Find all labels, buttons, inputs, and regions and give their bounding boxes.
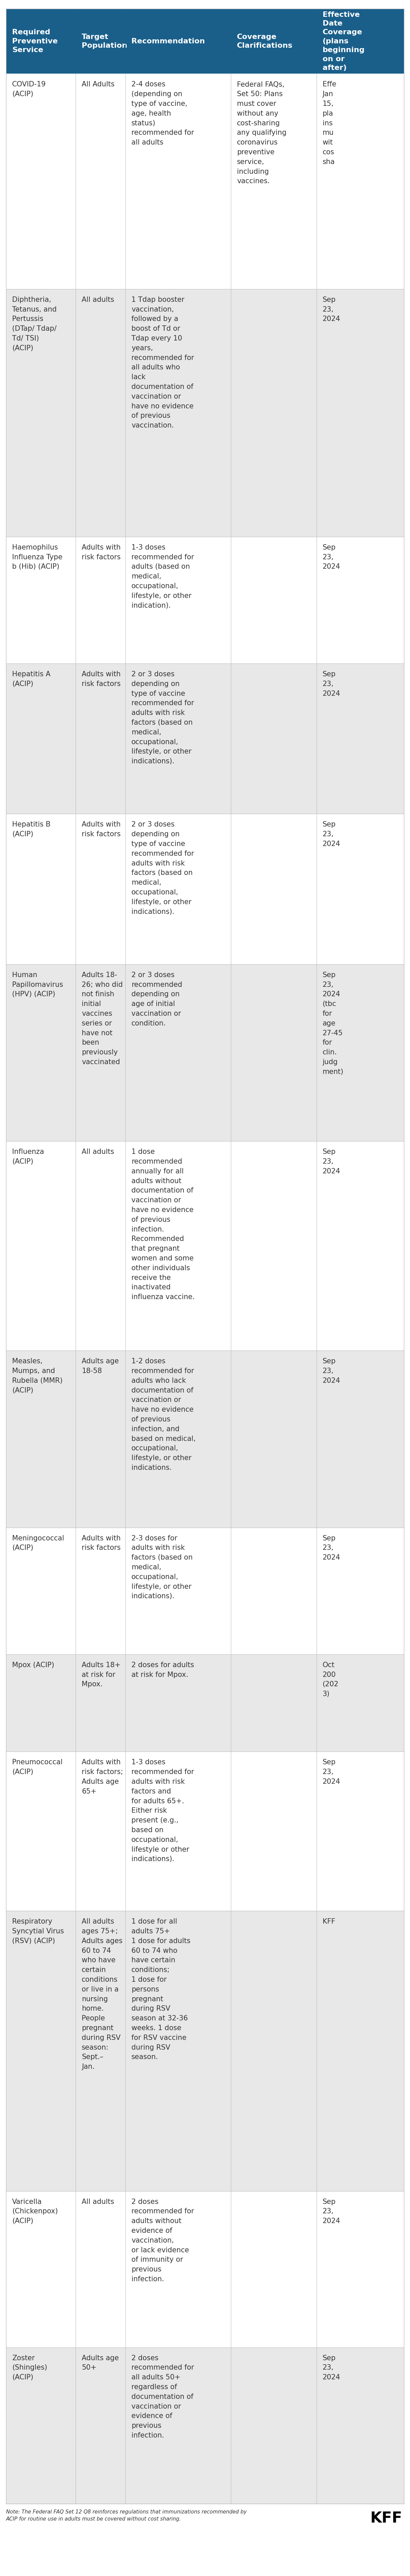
Text: Sep
23,
2024: Sep 23, 2024 — [322, 2354, 340, 2380]
Text: Adults age
50+: Adults age 50+ — [82, 2354, 119, 2370]
Text: Recommendation: Recommendation — [132, 39, 205, 44]
Text: Zoster
(Shingles)
(ACIP): Zoster (Shingles) (ACIP) — [12, 2354, 47, 2380]
Bar — [6, 963, 404, 1141]
Text: Hepatitis B
(ACIP): Hepatitis B (ACIP) — [12, 822, 50, 837]
Text: Adults with
risk factors: Adults with risk factors — [82, 822, 121, 837]
Text: 1 Tdap booster
vaccination,
followed by a
boost of Td or
Tdap every 10
years,
re: 1 Tdap booster vaccination, followed by … — [132, 296, 194, 430]
Text: 1-2 doses
recommended for
adults who lack
documentation of
vaccination or
have n: 1-2 doses recommended for adults who lac… — [132, 1358, 196, 1471]
Text: All adults
ages 75+;
Adults ages
60 to 74
who have
certain
conditions
or live in: All adults ages 75+; Adults ages 60 to 7… — [82, 1919, 123, 2071]
Text: Sep
23,
2024: Sep 23, 2024 — [322, 1149, 340, 1175]
Text: Sep
23,
2024: Sep 23, 2024 — [322, 670, 340, 698]
Text: Coverage
Clarifications: Coverage Clarifications — [237, 33, 293, 49]
Text: COVID-19
(ACIP): COVID-19 (ACIP) — [12, 80, 46, 98]
Bar — [6, 2192, 404, 2347]
Text: 2 or 3 doses
depending on
type of vaccine
recommended for
adults with risk
facto: 2 or 3 doses depending on type of vaccin… — [132, 822, 194, 914]
Bar — [6, 536, 404, 665]
Text: Adults 18-
26; who did
not finish
initial
vaccines
series or
have not
been
previ: Adults 18- 26; who did not finish initia… — [82, 971, 123, 1066]
Text: Effe
Jan
15,
pla
ins
mu
wit
cos
sha: Effe Jan 15, pla ins mu wit cos sha — [322, 80, 336, 165]
Text: Hepatitis A
(ACIP): Hepatitis A (ACIP) — [12, 670, 50, 688]
Text: KFF: KFF — [370, 2512, 402, 2524]
Text: Sep
23,
2024: Sep 23, 2024 — [322, 296, 340, 322]
Text: 2 doses
recommended for
adults without
evidence of
vaccination,
or lack evidence: 2 doses recommended for adults without e… — [132, 2197, 194, 2282]
Text: All adults: All adults — [82, 2197, 114, 2205]
Text: Note: The Federal FAQ Set 12 Q8 reinforces regulations that immunizations recomm: Note: The Federal FAQ Set 12 Q8 reinforc… — [6, 2509, 247, 2522]
Text: 1 dose for all
adults 75+
1 dose for adults
60 to 74 who
have certain
conditions: 1 dose for all adults 75+ 1 dose for adu… — [132, 1919, 191, 2061]
Text: Effective
Date
Coverage
(plans
beginning
on or
after): Effective Date Coverage (plans beginning… — [322, 10, 364, 72]
Text: All adults: All adults — [82, 296, 114, 304]
Text: Sep
23,
2024: Sep 23, 2024 — [322, 822, 340, 848]
Bar — [6, 665, 404, 814]
Text: 1 dose
recommended
annually for all
adults without
documentation of
vaccination : 1 dose recommended annually for all adul… — [132, 1149, 195, 1301]
Text: Sep
23,
2024
(tbc
for
age
27-45
for
clin.
judg
ment): Sep 23, 2024 (tbc for age 27-45 for clin… — [322, 971, 344, 1074]
Text: KFF: KFF — [322, 1919, 335, 1924]
Text: 1-3 doses
recommended for
adults with risk
factors and
for adults 65+.
Either ri: 1-3 doses recommended for adults with ri… — [132, 1759, 194, 1862]
Bar — [6, 814, 404, 963]
Bar — [6, 1528, 404, 1654]
Bar — [6, 75, 404, 289]
Text: Adults age
18-58: Adults age 18-58 — [82, 1358, 119, 1376]
Text: Sep
23,
2024: Sep 23, 2024 — [322, 1358, 340, 1383]
Text: Influenza
(ACIP): Influenza (ACIP) — [12, 1149, 44, 1164]
Bar — [6, 2347, 404, 2504]
Text: Respiratory
Syncytial Virus
(RSV) (ACIP): Respiratory Syncytial Virus (RSV) (ACIP) — [12, 1919, 64, 1945]
Bar — [6, 1911, 404, 2192]
Text: Target
Population: Target Population — [82, 33, 127, 49]
Text: Adults with
risk factors: Adults with risk factors — [82, 544, 121, 562]
Bar — [6, 1654, 404, 1752]
Text: Human
Papillomavirus
(HPV) (ACIP): Human Papillomavirus (HPV) (ACIP) — [12, 971, 63, 997]
Text: Sep
23,
2024: Sep 23, 2024 — [322, 1535, 340, 1561]
Text: Federal FAQs,
Set 50: Plans
must cover
without any
cost-sharing
any qualifying
c: Federal FAQs, Set 50: Plans must cover w… — [237, 80, 287, 185]
Bar — [6, 1350, 404, 1528]
Text: 2-3 doses for
adults with risk
factors (based on
medical,
occupational,
lifestyl: 2-3 doses for adults with risk factors (… — [132, 1535, 193, 1600]
Text: Adults 18+
at risk for
Mpox.: Adults 18+ at risk for Mpox. — [82, 1662, 121, 1687]
Text: 2 doses for adults
at risk for Mpox.: 2 doses for adults at risk for Mpox. — [132, 1662, 194, 1677]
Text: Sep
23,
2024: Sep 23, 2024 — [322, 544, 340, 569]
Text: 2 doses
recommended for
all adults 50+
regardless of
documentation of
vaccinatio: 2 doses recommended for all adults 50+ r… — [132, 2354, 194, 2439]
Text: Oct
200
(202
3): Oct 200 (202 3) — [322, 1662, 339, 1698]
Text: All adults: All adults — [82, 1149, 114, 1154]
Bar — [6, 1752, 404, 1911]
Text: 2 or 3 doses
recommended
depending on
age of initial
vaccination or
condition.: 2 or 3 doses recommended depending on ag… — [132, 971, 182, 1028]
Text: Varicella
(Chickenpox)
(ACIP): Varicella (Chickenpox) (ACIP) — [12, 2197, 58, 2226]
Text: 2 or 3 doses
depending on
type of vaccine
recommended for
adults with risk
facto: 2 or 3 doses depending on type of vaccin… — [132, 670, 194, 765]
Text: Meningococcal
(ACIP): Meningococcal (ACIP) — [12, 1535, 64, 1551]
Bar — [6, 1141, 404, 1350]
Text: Adults with
risk factors: Adults with risk factors — [82, 670, 121, 688]
Text: Diphtheria,
Tetanus, and
Pertussis
(DTap/ Tdap/
Td/ TSI)
(ACIP): Diphtheria, Tetanus, and Pertussis (DTap… — [12, 296, 57, 350]
Text: Sep
23,
2024: Sep 23, 2024 — [322, 1759, 340, 1785]
Text: Pneumococcal
(ACIP): Pneumococcal (ACIP) — [12, 1759, 63, 1775]
Text: Haemophilus
Influenza Type
b (Hib) (ACIP): Haemophilus Influenza Type b (Hib) (ACIP… — [12, 544, 62, 569]
Text: Mpox (ACIP): Mpox (ACIP) — [12, 1662, 54, 1669]
Text: Adults with
risk factors;
Adults age
65+: Adults with risk factors; Adults age 65+ — [82, 1759, 123, 1795]
Text: Required
Preventive
Service: Required Preventive Service — [12, 28, 58, 54]
Text: Sep
23,
2024: Sep 23, 2024 — [322, 2197, 340, 2226]
Text: 1-3 doses
recommended for
adults (based on
medical,
occupational,
lifestyle, or : 1-3 doses recommended for adults (based … — [132, 544, 194, 608]
Bar — [6, 8, 404, 75]
Text: 2-4 doses
(depending on
type of vaccine,
age, health
status)
recommended for
all: 2-4 doses (depending on type of vaccine,… — [132, 80, 194, 147]
Text: All Adults: All Adults — [82, 80, 114, 88]
Text: Measles,
Mumps, and
Rubella (MMR)
(ACIP): Measles, Mumps, and Rubella (MMR) (ACIP) — [12, 1358, 63, 1394]
Bar — [6, 289, 404, 536]
Text: Adults with
risk factors: Adults with risk factors — [82, 1535, 121, 1551]
